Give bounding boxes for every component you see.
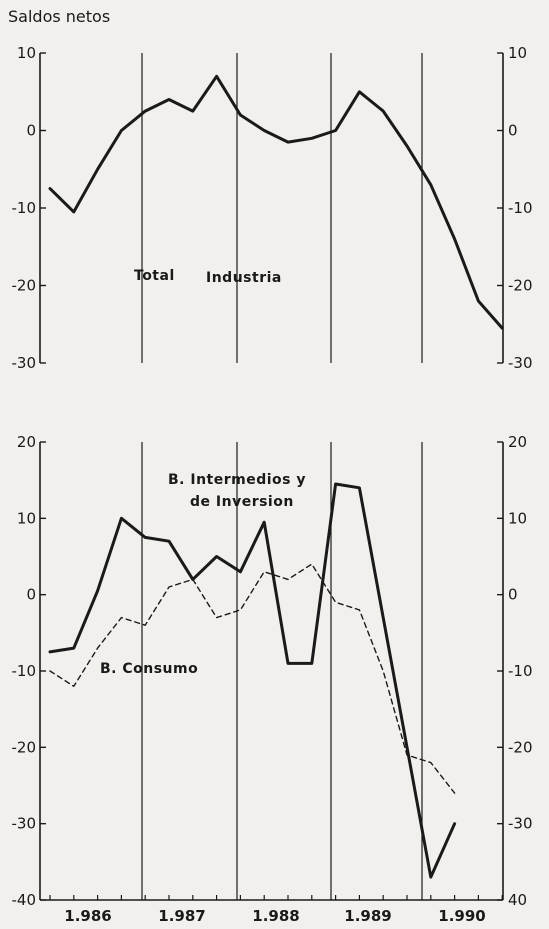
x-year-label: 1.986 <box>64 907 111 925</box>
y-tick-label-left: -20 <box>12 738 37 756</box>
y-tick-label-right: -10 <box>508 662 533 680</box>
y-tick-label-right: 10 <box>508 509 527 527</box>
y-tick-label-left: 0 <box>26 122 36 140</box>
y-tick-label-right: 20 <box>508 433 527 451</box>
annotation-total: Total <box>134 268 175 284</box>
y-tick-label-left: -30 <box>12 354 37 372</box>
y-tick-label-right: -30 <box>508 354 533 372</box>
series-line-1-1 <box>48 74 504 330</box>
y-tick-label-right: 40 <box>508 891 527 909</box>
series-label-intermedios-line2: de Inversion <box>190 494 294 510</box>
y-tick-label-right: -20 <box>508 277 533 295</box>
series-line-2-2 <box>49 563 456 794</box>
series-line-2-1 <box>48 482 457 879</box>
y-tick-label-right: 10 <box>508 44 527 62</box>
y-tick-label-left: 10 <box>17 509 36 527</box>
y-axis-title: Saldos netos <box>8 7 110 26</box>
x-year-label: 1.989 <box>344 907 391 925</box>
series-label-intermedios-line1: B. Intermedios y <box>168 472 306 488</box>
y-tick-label-left: -40 <box>12 891 37 909</box>
y-tick-label-right: -20 <box>508 738 533 756</box>
y-tick-label-left: 10 <box>17 44 36 62</box>
y-tick-label-left: -10 <box>12 199 37 217</box>
y-tick-label-right: -10 <box>508 199 533 217</box>
x-year-label: 1.987 <box>158 907 205 925</box>
y-tick-label-left: 20 <box>17 433 36 451</box>
y-tick-label-right: 0 <box>508 122 518 140</box>
series-label-consumo: B. Consumo <box>100 661 198 677</box>
x-year-label: 1.990 <box>438 907 485 925</box>
y-tick-label-right: -30 <box>508 815 533 833</box>
annotation-industria: Industria <box>206 270 282 286</box>
y-tick-label-left: -10 <box>12 662 37 680</box>
y-tick-label-left: -30 <box>12 815 37 833</box>
x-year-label: 1.988 <box>252 907 299 925</box>
y-tick-label-left: -20 <box>12 277 37 295</box>
y-tick-label-left: 0 <box>26 586 36 604</box>
y-tick-label-right: 0 <box>508 586 518 604</box>
